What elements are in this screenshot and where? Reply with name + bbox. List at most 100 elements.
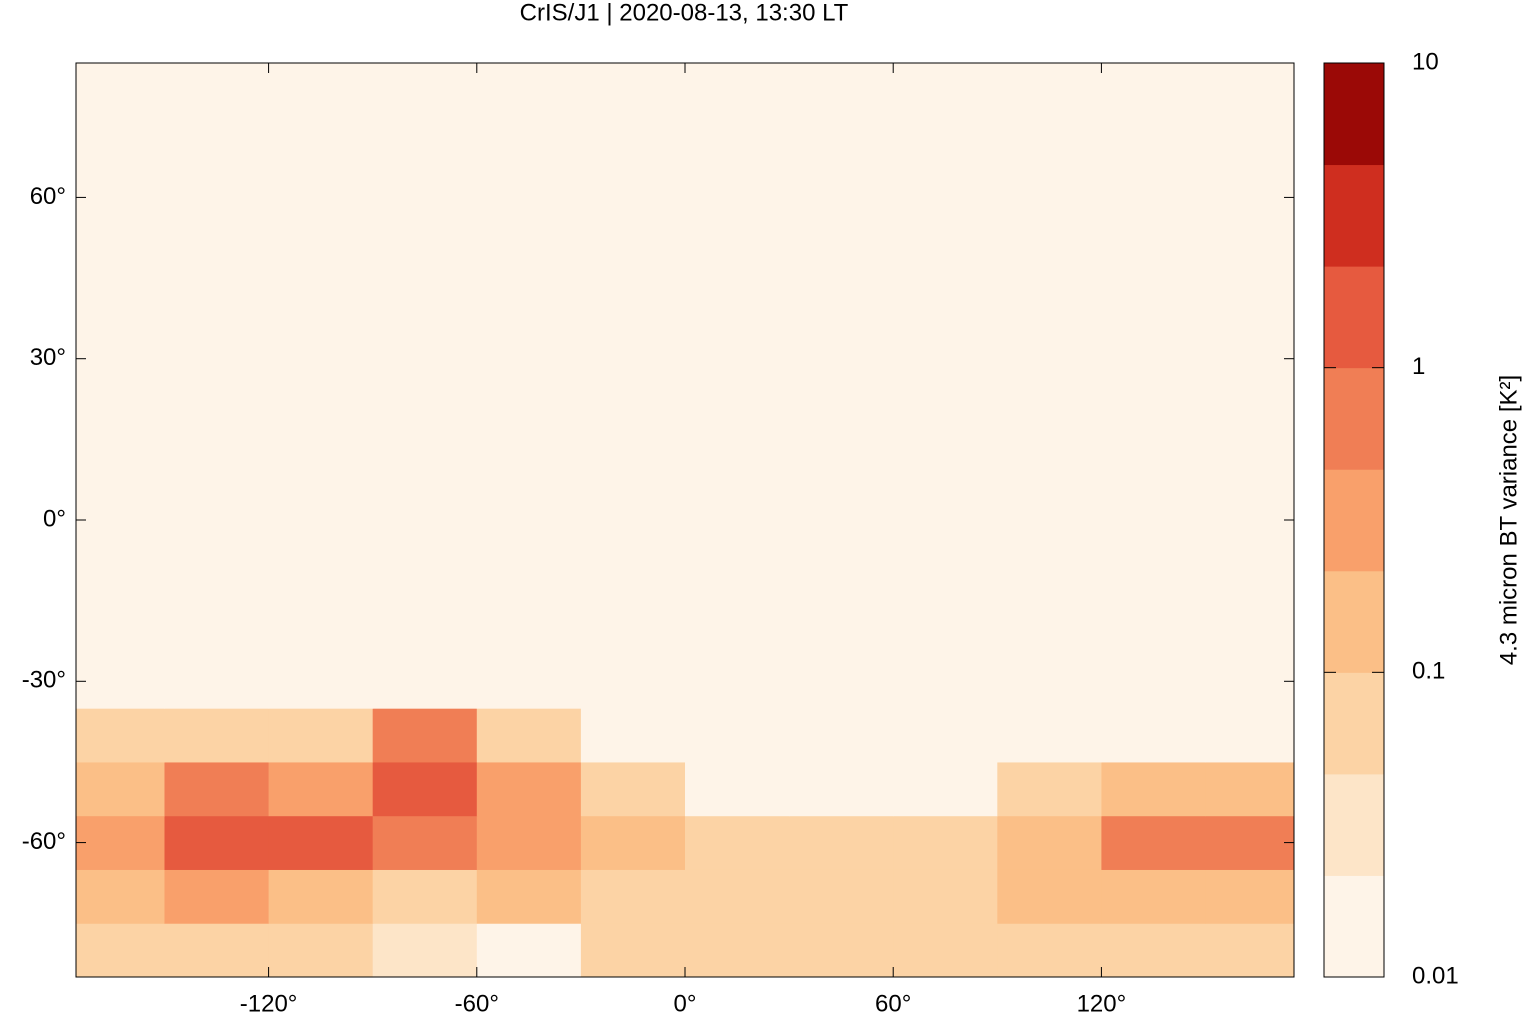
heat-cell (789, 923, 894, 977)
chart-title: CrIS/J1 | 2020-08-13, 13:30 LT (520, 0, 849, 26)
heat-cell (164, 63, 270, 709)
heat-cell (1101, 869, 1207, 924)
heat-cell (685, 815, 790, 870)
axes: -120° -60° 0° 60° 120° -60° -30° 0° 30° 60° 0.01 0.… (22, 48, 1459, 1017)
y-tick-label: 30° (30, 344, 66, 371)
heat-cell (580, 63, 686, 709)
heat-cell (372, 761, 478, 817)
heat-cell (1205, 923, 1294, 977)
heat-cell (1205, 815, 1294, 870)
heat-cell (268, 869, 374, 924)
heat-cell (1101, 761, 1207, 817)
heat-cell (76, 815, 165, 870)
y-tick-label: -30° (22, 667, 66, 694)
heat-cell (372, 708, 478, 763)
heat-cell (789, 708, 894, 763)
heat-cell (76, 869, 165, 924)
heat-cell (789, 761, 894, 817)
colorbar-band (1324, 570, 1384, 673)
heat-cell (580, 708, 686, 763)
heat-cell (164, 923, 270, 977)
y-tick-label: -60° (22, 828, 66, 855)
heat-cell (1101, 815, 1207, 870)
heat-cell (476, 63, 582, 709)
x-tick-label: -120° (240, 990, 298, 1017)
heat-cell (76, 923, 165, 977)
heat-cell (164, 869, 270, 924)
heat-cell (1205, 63, 1294, 709)
x-tick-label: -60° (455, 990, 499, 1017)
x-tick-label: 0° (674, 990, 697, 1017)
heat-cell (268, 761, 374, 817)
colorbar-band (1324, 63, 1384, 166)
x-tick-label: 120° (1077, 990, 1127, 1017)
heat-cell (76, 63, 165, 709)
heat-cell (685, 63, 790, 709)
heat-cell (685, 869, 790, 924)
heat-cell (1101, 923, 1207, 977)
heat-cell (580, 815, 686, 870)
heat-cell (789, 63, 894, 709)
heat-cell (476, 761, 582, 817)
y-tick-label: 60° (30, 183, 66, 210)
colorbar-tick-label: 1 (1412, 353, 1425, 380)
colorbar-band (1324, 469, 1384, 572)
heat-cell (997, 761, 1102, 817)
heat-cell (893, 923, 998, 977)
colorbar-band (1324, 266, 1384, 369)
heat-cell (997, 708, 1102, 763)
heat-cell (476, 923, 582, 977)
heat-cell (1101, 708, 1207, 763)
colorbar-band (1324, 164, 1384, 267)
heat-cell (685, 761, 790, 817)
heat-cell (893, 63, 998, 709)
heat-cell (372, 815, 478, 870)
heat-cell (580, 761, 686, 817)
heat-cell (997, 869, 1102, 924)
heat-cell (685, 923, 790, 977)
heat-cell (268, 708, 374, 763)
heatmap (76, 63, 1294, 977)
heat-cell (476, 869, 582, 924)
heat-cell (789, 869, 894, 924)
heat-cell (372, 63, 478, 709)
colorbar-tick-label: 10 (1412, 48, 1439, 75)
heat-cell (476, 815, 582, 870)
colorbar-band (1324, 875, 1384, 978)
heat-cell (268, 63, 374, 709)
colorbar-label: 4.3 micron BT variance [K²] (1495, 375, 1522, 665)
heat-cell (893, 815, 998, 870)
heat-cell (893, 708, 998, 763)
heat-cell (372, 869, 478, 924)
y-tick-label: 0° (43, 505, 66, 532)
heat-cell (997, 923, 1102, 977)
colorbar-band (1324, 672, 1384, 775)
heat-cell (789, 815, 894, 870)
heat-cell (997, 815, 1102, 870)
heat-cell (372, 923, 478, 977)
heat-cell (164, 815, 270, 870)
colorbar-frame (1323, 62, 1385, 978)
heat-cell (164, 761, 270, 817)
colorbar-band (1324, 367, 1384, 470)
heat-cell (685, 708, 790, 763)
heat-cell (1205, 761, 1294, 817)
heat-cell (164, 708, 270, 763)
heat-cell (893, 761, 998, 817)
heat-cell (580, 923, 686, 977)
heat-cell (76, 761, 165, 817)
heat-cell (76, 708, 165, 763)
heat-cell (268, 815, 374, 870)
heat-cell (476, 708, 582, 763)
colorbar-band (1324, 773, 1384, 876)
x-tick-label: 60° (875, 990, 911, 1017)
heat-cell (268, 923, 374, 977)
heat-cell (580, 869, 686, 924)
heat-cell (1205, 869, 1294, 924)
colorbar-tick-label: 0.01 (1412, 962, 1459, 989)
heat-cell (893, 869, 998, 924)
colorbar-tick-label: 0.1 (1412, 658, 1445, 685)
heat-cell (1101, 63, 1207, 709)
heat-cell (1205, 708, 1294, 763)
